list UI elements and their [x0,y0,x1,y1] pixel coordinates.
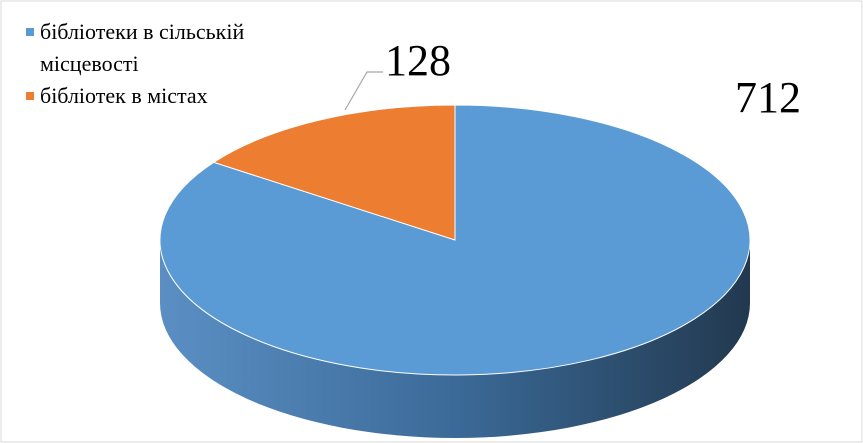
legend-entry: бібліотеки в сільській місцевості [26,16,316,80]
pie-side [160,240,750,438]
legend-label: бібліотеки в сільській місцевості [40,19,245,76]
legend-label: бібліотек в містах [40,83,208,108]
legend-entry: бібліотек в містах [26,80,316,112]
legend: бібліотеки в сільській місцевості бібліот… [26,16,316,112]
legend-swatch [26,28,34,36]
data-label: 712 [735,73,801,122]
leader-line [344,71,383,111]
pie-slice [212,104,456,241]
legend-swatch [26,92,34,100]
data-label: 128 [385,36,451,85]
